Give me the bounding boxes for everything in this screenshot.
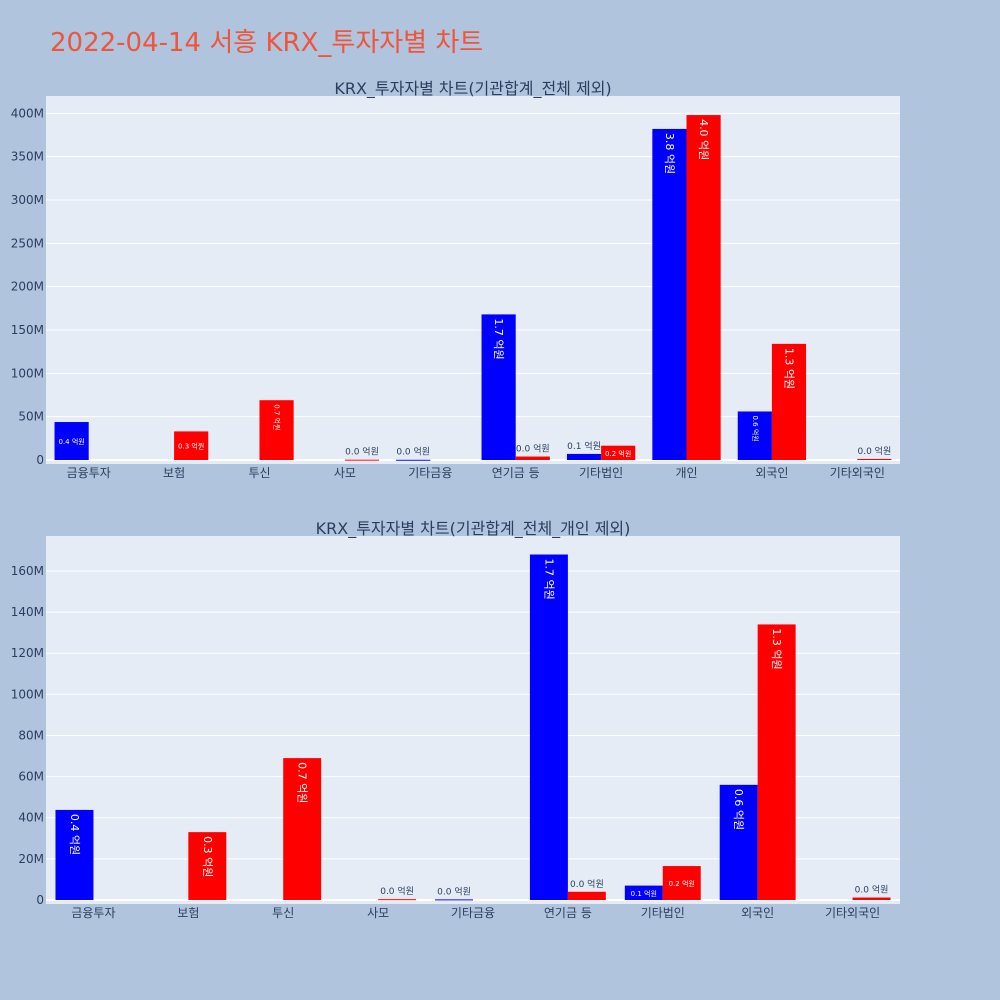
bar-buy <box>54 422 89 460</box>
x-tick-label: 연기금 등 <box>492 466 540 480</box>
y-tick-label: 60M <box>18 770 44 784</box>
data-label: 1.7 억원 <box>542 559 555 600</box>
bar-buy <box>55 809 94 900</box>
data-label: 0.0 억원 <box>858 445 892 457</box>
bar-sell <box>852 897 891 900</box>
x-tick-label: 개인 <box>675 466 697 480</box>
data-label: 0.0 억원 <box>380 885 414 897</box>
bar-buy <box>624 885 663 900</box>
data-label: 0.3 억원 <box>178 442 204 451</box>
data-label: 0.1 억원 <box>631 889 657 898</box>
bar-sell <box>283 758 322 900</box>
data-label: 0.6 억원 <box>732 789 745 830</box>
bar-buy <box>396 459 431 461</box>
data-label: 0.2 억원 <box>669 879 695 888</box>
data-label: 0.2 억원 <box>605 449 631 458</box>
x-tick-label: 사모 <box>334 466 356 480</box>
x-tick-label: 연기금 등 <box>544 906 592 920</box>
y-tick-label: 20M <box>18 852 44 866</box>
y-tick-label: 50M <box>18 410 44 424</box>
chart-title: KRX_투자자별 차트(기관합계_전체_개인 제외) <box>316 519 631 539</box>
y-tick-label: 100M <box>11 687 44 701</box>
chart-title: KRX_투자자별 차트(기관합계_전체 제외) <box>334 79 611 99</box>
data-label: 0.7 억원 <box>296 762 309 803</box>
y-tick-label: 150M <box>11 323 44 337</box>
bar-buy <box>652 128 687 460</box>
plot-area <box>46 96 900 464</box>
bar-sell <box>515 456 550 460</box>
data-label: 0.1 억원 <box>567 440 601 452</box>
x-tick-label: 금융투자 <box>67 466 111 480</box>
data-label: 0.0 억원 <box>855 884 889 896</box>
bar-sell <box>174 431 209 460</box>
data-label: 1.3 억원 <box>770 628 783 669</box>
data-label: 4.0 억원 <box>697 119 710 160</box>
x-tick-label: 보험 <box>177 906 199 920</box>
y-tick-label: 160M <box>11 564 44 578</box>
y-tick-label: 0 <box>36 893 44 907</box>
bar-sell <box>662 866 701 900</box>
bar-sell <box>686 115 721 461</box>
x-tick-label: 사모 <box>367 906 389 920</box>
bar-sell <box>757 624 796 900</box>
data-label: 0.4 억원 <box>68 814 81 855</box>
bar-sell <box>188 832 227 900</box>
x-tick-label: 보험 <box>163 466 185 480</box>
bar-buy <box>435 899 473 901</box>
data-label: 1.3 억원 <box>782 348 795 389</box>
y-tick-label: 100M <box>11 366 44 380</box>
x-tick-label: 기타외국인 <box>830 466 885 480</box>
x-tick-label: 기타법인 <box>641 906 685 920</box>
x-tick-label: 외국인 <box>755 466 788 480</box>
x-tick-label: 기타금융 <box>451 906 495 920</box>
bar-sell <box>771 343 807 460</box>
bar-sell <box>857 458 892 460</box>
bar-buy <box>719 784 758 900</box>
bar-sell <box>601 445 636 460</box>
y-tick-label: 300M <box>11 193 44 207</box>
bar-buy <box>481 314 516 460</box>
x-tick-label: 기타법인 <box>579 466 623 480</box>
x-tick-label: 외국인 <box>741 906 774 920</box>
bar-buy <box>737 411 772 460</box>
data-label: 0.0 억원 <box>516 443 550 455</box>
y-tick-label: 120M <box>11 646 44 660</box>
page-title: 2022-04-14 서흥 KRX_투자자별 차트 <box>50 28 484 58</box>
x-tick-label: 기타금융 <box>408 466 452 480</box>
data-label: 3.8 억원 <box>663 133 676 174</box>
bar-sell <box>378 899 417 901</box>
data-label: 1.7 억원 <box>492 318 505 359</box>
bar-buy <box>529 554 568 900</box>
data-label: 0.0 억원 <box>396 446 430 458</box>
bar-buy <box>566 453 602 460</box>
y-tick-label: 80M <box>18 728 44 742</box>
y-tick-label: 0 <box>36 453 44 467</box>
bar-sell <box>344 459 380 461</box>
x-tick-label: 투신 <box>248 466 270 480</box>
data-label: 0.0 억원 <box>345 446 379 458</box>
data-label: 0.7 억원 <box>273 404 282 430</box>
y-tick-label: 250M <box>11 236 44 250</box>
data-label: 0.0 억원 <box>570 878 604 890</box>
x-tick-label: 투신 <box>272 906 294 920</box>
bar-sell <box>259 400 294 460</box>
y-tick-label: 350M <box>11 150 44 164</box>
y-tick-label: 140M <box>11 605 44 619</box>
data-label: 0.4 억원 <box>58 437 84 446</box>
data-label: 0.3 억원 <box>201 836 214 877</box>
data-label: 0.0 억원 <box>437 885 471 897</box>
y-tick-label: 40M <box>18 811 44 825</box>
x-tick-label: 기타외국인 <box>825 906 880 920</box>
bar-sell <box>567 891 606 900</box>
data-label: 0.6 억원 <box>751 415 760 441</box>
y-tick-label: 200M <box>11 280 44 294</box>
x-tick-label: 금융투자 <box>71 906 115 920</box>
y-tick-label: 400M <box>11 106 44 120</box>
